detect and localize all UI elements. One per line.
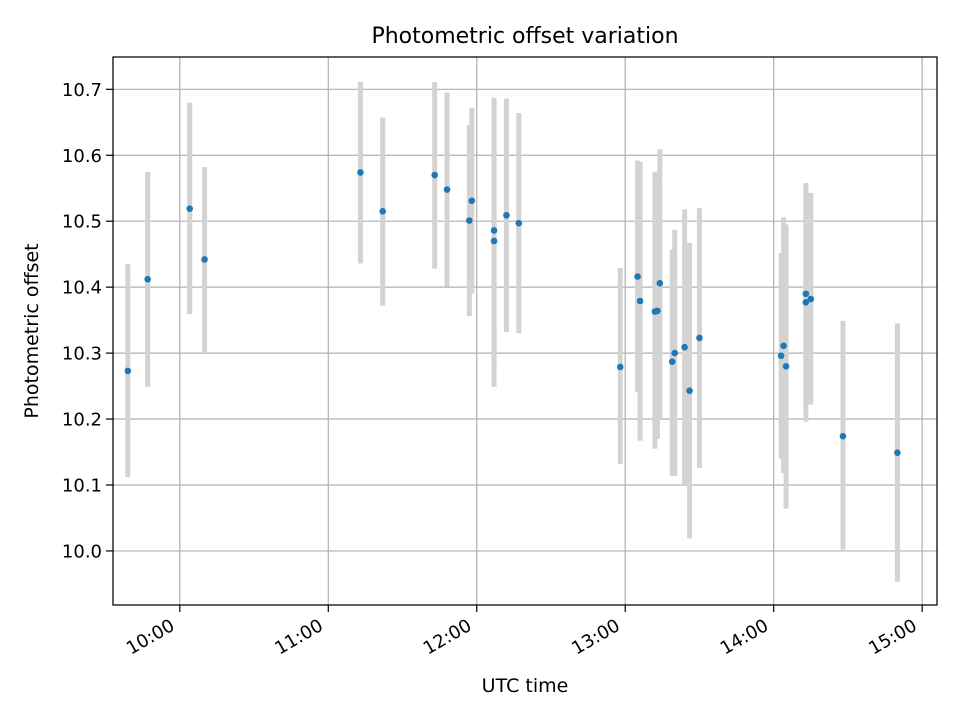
y-tick-label: 10.0 — [62, 541, 102, 562]
data-point — [656, 279, 664, 287]
y-tick-label: 10.1 — [62, 475, 102, 496]
data-point — [634, 273, 641, 280]
y-tick-label: 10.2 — [62, 410, 102, 431]
data-point — [839, 432, 847, 440]
data-point — [681, 343, 688, 351]
data-point — [124, 367, 132, 375]
data-point — [686, 387, 693, 394]
data-point — [490, 237, 498, 245]
plot-frame — [112, 56, 938, 606]
data-point — [443, 186, 451, 193]
data-point — [636, 297, 644, 305]
data-point — [802, 299, 810, 306]
data-point — [431, 171, 438, 179]
data-point — [490, 227, 498, 234]
data-point — [696, 334, 703, 342]
y-tick-label: 10.6 — [62, 146, 102, 167]
data-point — [894, 449, 901, 456]
data-point — [468, 197, 476, 205]
grid — [113, 57, 937, 605]
data-point — [144, 275, 151, 283]
data-point — [671, 349, 679, 357]
data-point — [186, 205, 194, 212]
data-point — [777, 352, 785, 360]
data-point — [379, 208, 387, 215]
chart-title: Photometric offset variation — [371, 24, 678, 49]
y-tick-label: 10.3 — [62, 344, 102, 365]
x-axis-label: UTC time — [482, 675, 569, 697]
data-points — [124, 169, 901, 456]
data-point — [515, 219, 523, 227]
data-point — [466, 217, 473, 224]
y-axis-label: Photometric offset — [21, 243, 43, 418]
data-point — [668, 358, 676, 365]
data-point — [201, 256, 208, 263]
y-tick-label: 10.4 — [62, 278, 102, 299]
data-point — [807, 295, 815, 303]
data-point — [357, 169, 364, 176]
data-point — [782, 362, 790, 370]
data-point — [654, 307, 661, 315]
y-axis-ticks: 10.0 10.1 10.2 10.3 10.4 10.5 10.6 10.7 — [62, 80, 113, 562]
y-tick-label: 10.5 — [62, 212, 102, 233]
data-point — [780, 342, 787, 350]
data-point — [802, 290, 810, 298]
data-point — [503, 211, 510, 219]
data-point — [616, 363, 624, 371]
y-tick-label: 10.7 — [62, 80, 102, 101]
